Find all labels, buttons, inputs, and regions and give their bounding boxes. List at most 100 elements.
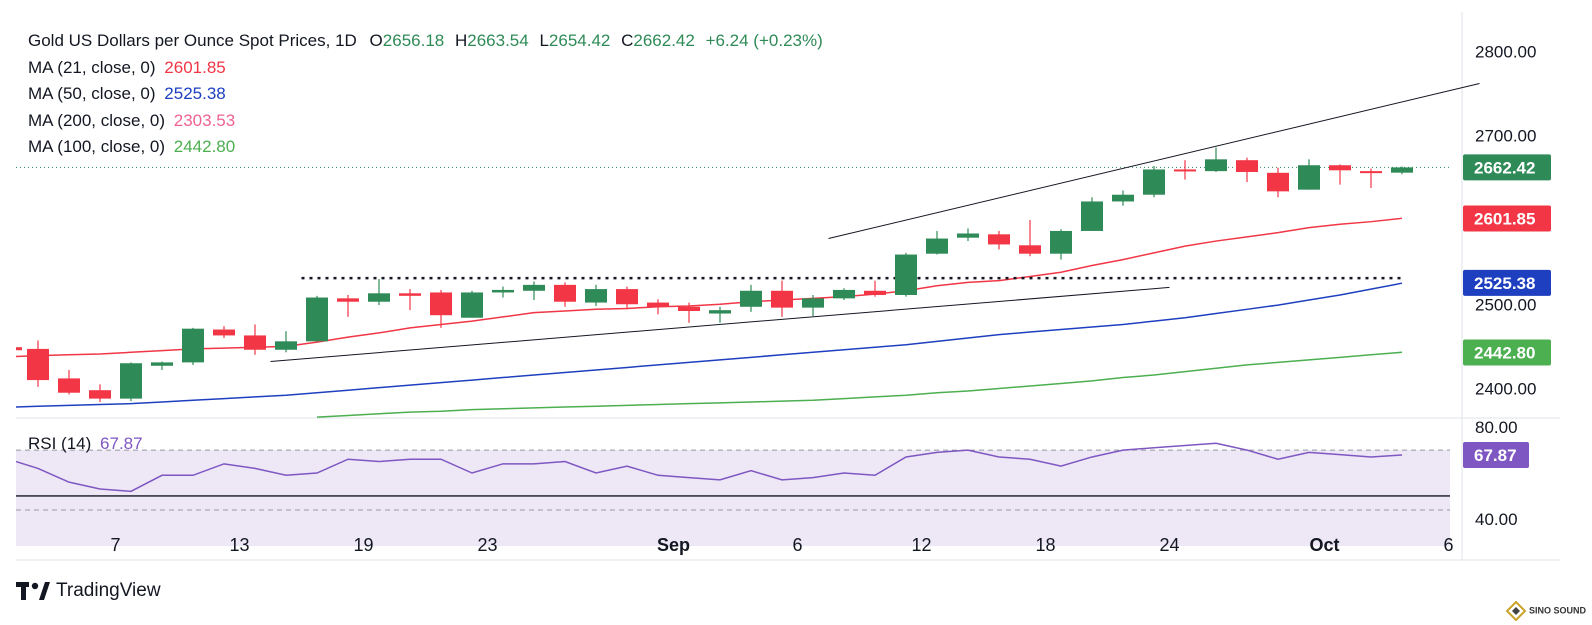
ma100-row: MA (100, close, 0) 2442.80 (28, 134, 823, 161)
candle-body (1112, 194, 1134, 202)
x-tick-label: 19 (353, 535, 373, 555)
candle-body (213, 329, 235, 336)
candle-43 (1360, 168, 1382, 188)
candle-4 (151, 361, 173, 370)
tradingview-logo-icon (16, 582, 50, 600)
low-value: 2654.42 (548, 31, 611, 50)
candle-14 (461, 290, 483, 318)
open-value: 2656.18 (382, 31, 445, 50)
candle-body (647, 302, 669, 307)
candle-body (709, 310, 731, 314)
ma50-row: MA (50, close, 0) 2525.38 (28, 81, 823, 108)
candle-22 (709, 306, 731, 323)
low-label: L (539, 31, 549, 50)
rsi-label: RSI (14) (28, 434, 92, 453)
candle-20 (647, 299, 669, 315)
y-tick-label: 2800.00 (1475, 42, 1536, 61)
candle-body (275, 341, 297, 350)
candle-10 (337, 294, 359, 317)
candle-body (740, 290, 762, 307)
rsi-band (16, 450, 1450, 546)
candle-body (1360, 171, 1382, 174)
x-tick-label: Sep (657, 535, 690, 555)
watermark-text: SINO SOUND (1528, 605, 1586, 616)
candle-body (1267, 172, 1289, 192)
candle-35 (1112, 190, 1134, 206)
candle-body (430, 292, 452, 316)
high-value: 2663.54 (467, 31, 529, 50)
x-tick-label: 6 (792, 535, 802, 555)
candle-body (1174, 169, 1196, 172)
rsi-legend: RSI (14) 67.87 (28, 434, 143, 454)
open-label: O (369, 31, 383, 50)
candle-body (554, 284, 576, 302)
candle-9 (306, 295, 328, 342)
candle-body (461, 292, 483, 318)
price-label-box (1463, 205, 1551, 232)
candle-3 (120, 362, 142, 402)
ma21-row: MA (21, close, 0) 2601.85 (28, 55, 823, 82)
rsi-y-tick-label: 80.00 (1475, 418, 1518, 437)
candle-36 (1143, 166, 1165, 198)
candle-body (1298, 165, 1320, 190)
brand-name: TradingView (56, 580, 161, 601)
x-tick-label: 12 (911, 535, 931, 555)
candle-body (58, 378, 80, 393)
candle-body (151, 362, 173, 366)
candle-37 (1174, 160, 1196, 180)
candle-body (926, 238, 948, 254)
candle-31 (988, 230, 1010, 250)
close-value: 2662.42 (633, 31, 695, 50)
candle-body (368, 293, 390, 302)
candle-18 (585, 284, 607, 306)
candle-body (306, 297, 328, 342)
candle-body (1391, 167, 1413, 173)
candle-body (1019, 245, 1041, 254)
candle-body (1143, 169, 1165, 195)
candle-body (802, 298, 824, 308)
ma50-label: MA (50, close, 0) (28, 84, 156, 103)
price-label-text: 2662.42 (1474, 158, 1535, 177)
candle-body (678, 306, 700, 311)
candle-body (1081, 201, 1103, 231)
x-tick-label: 24 (1159, 535, 1179, 555)
candle-body (492, 289, 514, 293)
ma100-line (316, 351, 1403, 418)
candle-8 (275, 331, 297, 353)
candle-7 (244, 324, 266, 355)
x-tick-label: 7 (110, 535, 120, 555)
candle-39 (1236, 157, 1258, 183)
candle-edge-stub (16, 347, 22, 351)
ma50-line (15, 282, 1403, 408)
candle-30 (957, 228, 979, 242)
candle-6 (213, 326, 235, 338)
watermark: SINO SOUND (1506, 600, 1586, 622)
candle-32 (1019, 220, 1041, 257)
rsi-y-tick-label: 40.00 (1475, 510, 1518, 529)
candle-23 (740, 284, 762, 312)
ma200-row: MA (200, close, 0) 2303.53 (28, 108, 823, 135)
ma200-label: MA (200, close, 0) (28, 110, 166, 130)
candle-42 (1329, 164, 1351, 185)
candle-19 (616, 286, 638, 310)
ma21-line (15, 217, 1403, 358)
candle-11 (368, 278, 390, 306)
tradingview-logo[interactable]: TradingView (16, 578, 161, 604)
chart-legend: Gold US Dollars per Ounce Spot Prices, 1… (28, 28, 823, 161)
candle-body (1329, 165, 1351, 171)
candle-38 (1205, 147, 1227, 172)
close-label: C (621, 31, 634, 50)
candle-21 (678, 302, 700, 323)
price-label-box (1463, 269, 1551, 296)
candle-body (182, 328, 204, 363)
x-tick-label: 18 (1035, 535, 1055, 555)
candle-16 (523, 281, 545, 301)
candle-body (895, 254, 917, 295)
candle-body (864, 290, 886, 295)
symbol-title: Gold US Dollars per Ounce Spot Prices, 1… (28, 31, 357, 50)
candle-27 (864, 280, 886, 297)
candle-17 (554, 282, 576, 307)
y-tick-label: 2700.00 (1475, 127, 1536, 146)
candle-12 (399, 289, 421, 311)
